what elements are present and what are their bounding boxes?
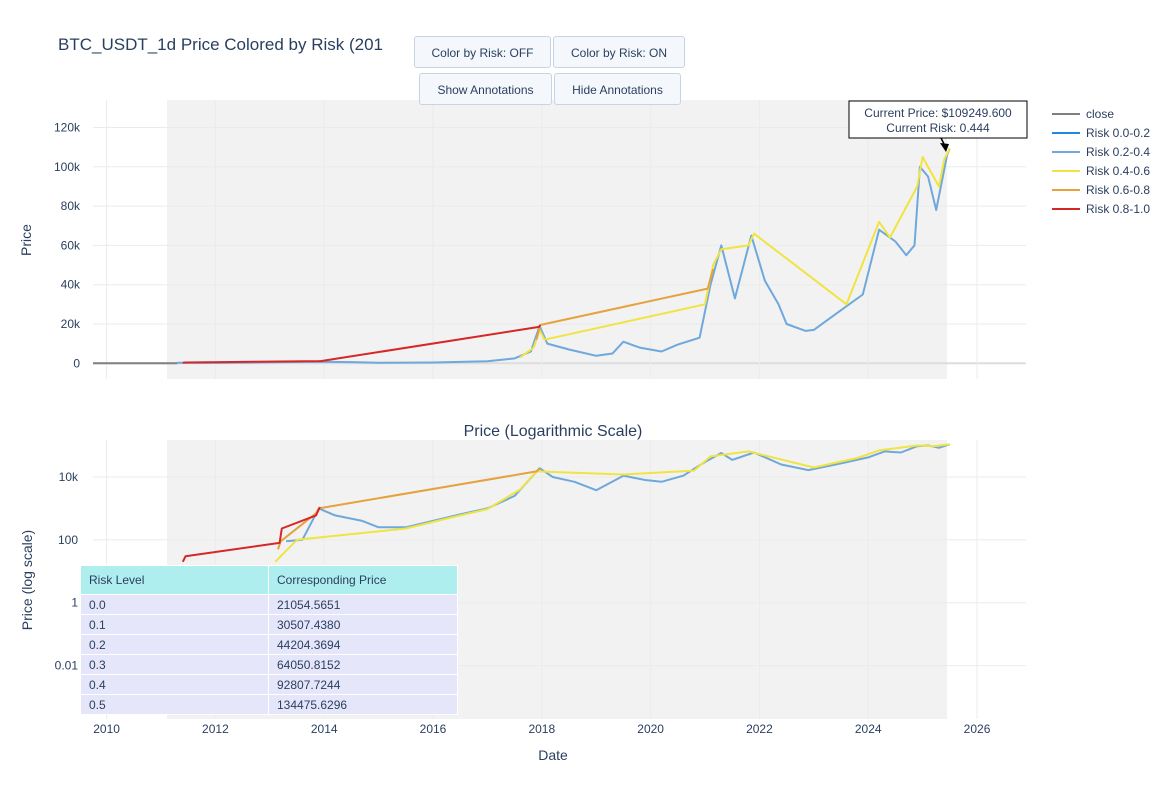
- annotation-arrow-head: [940, 143, 949, 152]
- date-tick-label: 2016: [420, 722, 447, 736]
- price-tick-label: 120k: [54, 121, 81, 135]
- price-series-line: [535, 268, 715, 340]
- log-series-line: [274, 443, 950, 563]
- price-data-range-bg: [167, 100, 947, 379]
- date-tick-label: 2012: [202, 722, 229, 736]
- risk-level-header: Risk Level: [80, 565, 269, 595]
- price-cell: 134475.6296: [268, 694, 458, 715]
- log-panel-title: Price (Logarithmic Scale): [464, 423, 643, 440]
- risk-level-cell: 0.1: [80, 614, 269, 635]
- hide-annotations-button[interactable]: Hide Annotations: [554, 73, 681, 105]
- date-tick-label: 2024: [855, 722, 882, 736]
- log-tick-label: 10k: [59, 470, 79, 484]
- legend-item-label[interactable]: close: [1086, 107, 1114, 121]
- legend: close Risk 0.0-0.2 Risk 0.2-0.4 Risk 0.4-0.…: [1052, 107, 1150, 216]
- price-series-line: [182, 324, 542, 364]
- price-tick-label: 20k: [61, 317, 81, 331]
- legend-item-label[interactable]: Risk 0.4-0.6: [1086, 164, 1150, 178]
- log-tick-label: 1: [71, 596, 78, 610]
- table-row: 0.3 64050.8152: [80, 654, 458, 675]
- log-series-line: [181, 506, 321, 563]
- color-by-risk-off-button[interactable]: Color by Risk: OFF: [414, 36, 551, 68]
- annotation-risk-text: Current Risk: 0.444: [886, 121, 990, 135]
- table-row: 0.5 134475.6296: [80, 694, 458, 715]
- table-row: 0.4 92807.7244: [80, 674, 458, 695]
- table-row: 0.1 30507.4380: [80, 614, 458, 635]
- price-cell: 21054.5651: [268, 594, 458, 615]
- date-tick-label: 2020: [637, 722, 664, 736]
- log-tick-label: 0.01: [55, 659, 79, 673]
- show-annotations-button[interactable]: Show Annotations: [419, 73, 552, 105]
- date-tick-label: 2014: [311, 722, 338, 736]
- price-panel: 0 20k 40k 60k 80k 100k 120k Price: [18, 100, 1026, 379]
- price-tick-label: 0: [73, 356, 80, 370]
- price-series-line: [519, 148, 951, 359]
- price-axis-title: Price: [18, 224, 34, 256]
- legend-item-label[interactable]: Risk 0.0-0.2: [1086, 126, 1150, 140]
- color-by-risk-on-button[interactable]: Color by Risk: ON: [553, 36, 685, 68]
- legend-item-label[interactable]: Risk 0.8-1.0: [1086, 202, 1150, 216]
- risk-level-cell: 0.2: [80, 634, 269, 655]
- date-tick-label: 2026: [964, 722, 991, 736]
- date-tick-label: 2010: [93, 722, 120, 736]
- risk-level-cell: 0.0: [80, 594, 269, 615]
- date-tick-label: 2018: [528, 722, 555, 736]
- log-series-line: [286, 443, 951, 543]
- risk-level-cell: 0.5: [80, 694, 269, 715]
- price-tick-label: 100k: [54, 160, 81, 174]
- table-row: 0.2 44204.3694: [80, 634, 458, 655]
- corresponding-price-header: Corresponding Price: [268, 565, 458, 595]
- chart-title: BTC_USDT_1d Price Colored by Risk (201: [58, 35, 383, 54]
- price-tick-label: 80k: [61, 199, 81, 213]
- price-cell: 64050.8152: [268, 654, 458, 675]
- date-axis-title: Date: [538, 747, 568, 763]
- current-price-annotation: Current Price: $109249.600 Current Risk:…: [848, 100, 1028, 152]
- annotation-price-text: Current Price: $109249.600: [864, 106, 1012, 120]
- table-header-row: Risk Level Corresponding Price: [80, 565, 458, 595]
- table-row: 0.0 21054.5651: [80, 594, 458, 615]
- annotation-box: [848, 100, 1028, 139]
- log-axis-title: Price (log scale): [19, 530, 35, 630]
- price-tick-label: 40k: [61, 278, 81, 292]
- risk-level-cell: 0.4: [80, 674, 269, 695]
- price-cell: 92807.7244: [268, 674, 458, 695]
- log-tick-label: 100: [58, 533, 78, 547]
- price-cell: 44204.3694: [268, 634, 458, 655]
- risk-level-cell: 0.3: [80, 654, 269, 675]
- risk-level-table: Risk Level Corresponding Price 0.0 21054.…: [80, 565, 458, 720]
- price-cell: 30507.4380: [268, 614, 458, 635]
- legend-item-label[interactable]: Risk 0.6-0.8: [1086, 183, 1150, 197]
- price-series-line: [177, 148, 951, 364]
- legend-item-label[interactable]: Risk 0.2-0.4: [1086, 145, 1150, 159]
- date-tick-label: 2022: [746, 722, 773, 736]
- price-tick-label: 60k: [61, 238, 81, 252]
